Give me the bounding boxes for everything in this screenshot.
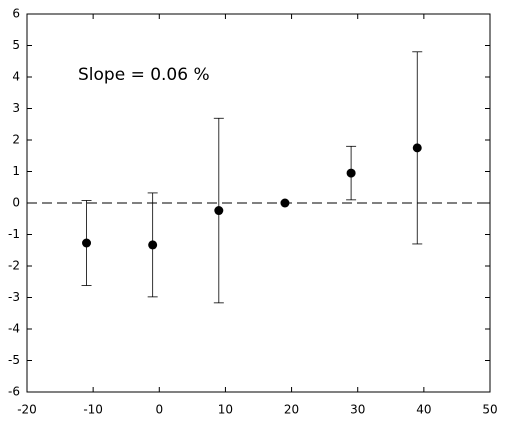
annotation: Slope = 0.06 % — [78, 65, 210, 85]
y-tick-label: 6 — [12, 7, 20, 21]
y-tick-label: -6 — [8, 385, 20, 399]
y-tick-label: -1 — [8, 227, 20, 241]
x-tick-label: 30 — [350, 403, 365, 417]
x-tick-label: -20 — [17, 403, 37, 417]
y-tick-label: 0 — [12, 196, 20, 210]
y-tick-label: 1 — [12, 164, 20, 178]
y-tick-label: 2 — [12, 133, 20, 147]
y-tick-label: -3 — [8, 290, 20, 304]
x-tick-label: 40 — [416, 403, 431, 417]
x-tick-label: -10 — [83, 403, 103, 417]
point — [412, 143, 422, 153]
x-tick-label: 0 — [155, 403, 163, 417]
y-tick-label: -4 — [8, 322, 20, 336]
x-tick-label: 50 — [482, 403, 497, 417]
x-tick-label: 10 — [218, 403, 233, 417]
x-tick-label: 20 — [284, 403, 299, 417]
y-tick-label: 4 — [12, 70, 20, 84]
y-tick-label: 3 — [12, 101, 20, 115]
y-tick-label: 5 — [12, 38, 20, 52]
y-tick-label: -2 — [8, 259, 20, 273]
point — [280, 198, 290, 208]
point — [346, 168, 356, 178]
y-tick-label: -5 — [8, 353, 20, 367]
point — [148, 240, 158, 250]
point — [214, 206, 224, 216]
point — [82, 238, 92, 248]
